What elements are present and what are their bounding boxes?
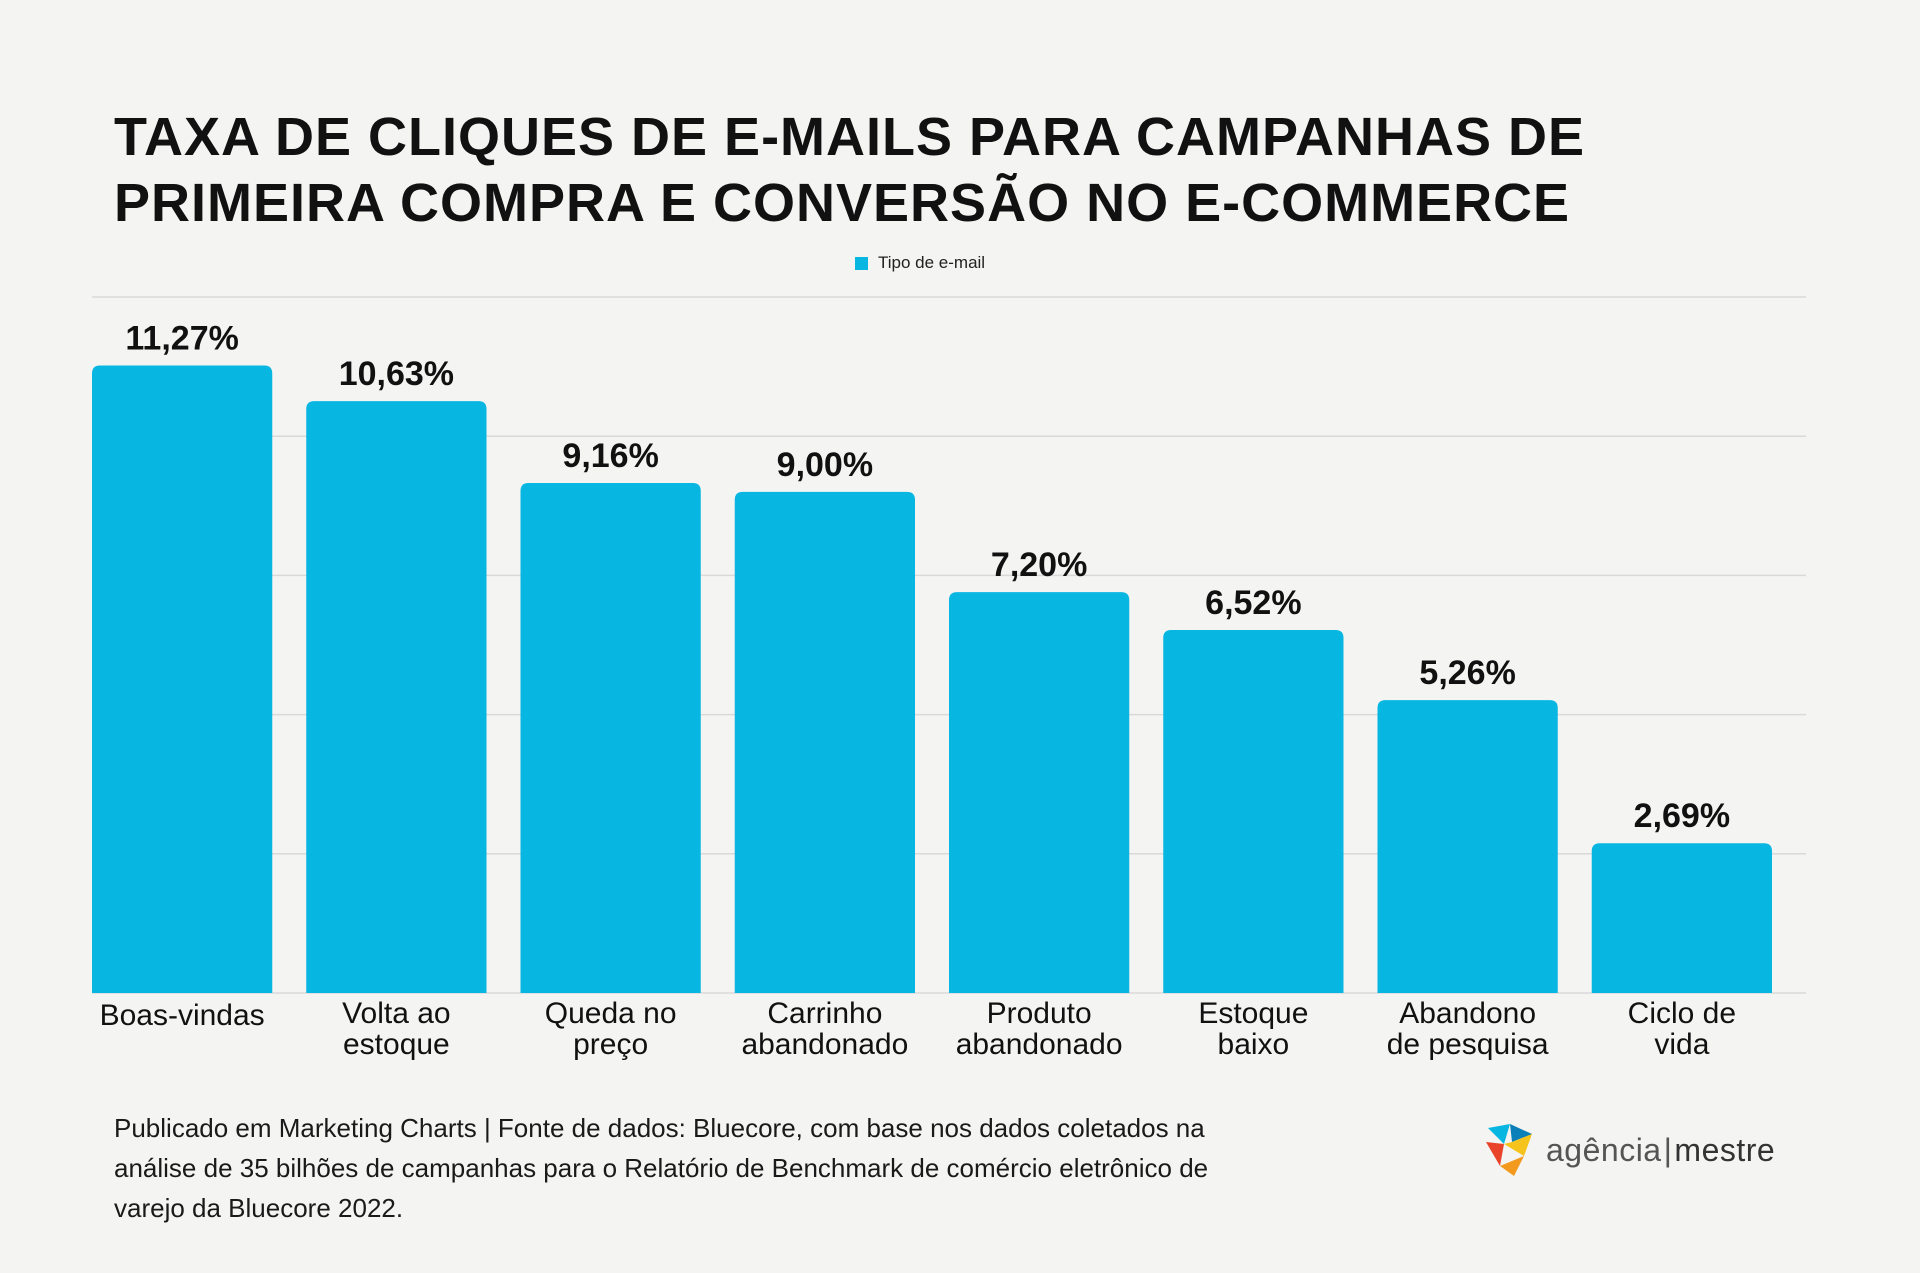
logo-text-part1: agência <box>1546 1131 1662 1168</box>
category-label: Produto <box>987 997 1092 1030</box>
bar-value-label: 6,52% <box>1205 584 1301 622</box>
brand-logo: agência|mestre <box>1484 1122 1775 1178</box>
bar <box>1591 843 1772 993</box>
title-line-1: TAXA DE CLIQUES DE E-MAILS PARA CAMPANHA… <box>114 107 1586 167</box>
category-label: estoque <box>343 1028 450 1061</box>
footer-line-1: Publicado em Marketing Charts | Fonte de… <box>114 1113 1205 1143</box>
bar <box>92 365 273 993</box>
footer-source: Publicado em Marketing Charts | Fonte de… <box>114 1108 1434 1228</box>
legend-label: Tipo de e-mail <box>878 253 986 272</box>
bar-value-label: 10,63% <box>339 355 454 393</box>
bar <box>1163 629 1344 993</box>
bar <box>520 482 701 993</box>
bar-value-label: 9,16% <box>562 437 658 475</box>
bar <box>1377 700 1558 993</box>
bar <box>734 491 915 993</box>
category-label: Ciclo de <box>1628 997 1736 1030</box>
category-label: Queda no <box>545 997 677 1030</box>
bar <box>306 401 487 994</box>
footer-line-3: varejo da Bluecore 2022. <box>114 1193 404 1223</box>
logo-text: agência|mestre <box>1546 1132 1775 1169</box>
category-label: baixo <box>1218 1028 1290 1061</box>
category-label: abandonado <box>956 1028 1123 1061</box>
bar-value-label: 5,26% <box>1419 654 1515 692</box>
bar <box>949 592 1130 993</box>
logo-separator: | <box>1663 1131 1673 1168</box>
category-label: de pesquisa <box>1387 1028 1549 1061</box>
logo-text-part2: mestre <box>1674 1131 1776 1168</box>
chart-title: TAXA DE CLIQUES DE E-MAILS PARA CAMPANHA… <box>114 104 1814 236</box>
category-label: Estoque <box>1198 997 1308 1030</box>
category-label: Volta ao <box>342 997 450 1030</box>
category-label: abandonado <box>741 1028 908 1061</box>
title-line-2: PRIMEIRA COMPRA E CONVERSÃO NO E-COMMERC… <box>114 173 1571 233</box>
category-label: Carrinho <box>767 997 882 1030</box>
legend-swatch <box>855 256 868 270</box>
logo-mark-icon <box>1486 1124 1532 1176</box>
category-label: preço <box>573 1028 648 1061</box>
bar-value-label: 11,27% <box>125 319 238 357</box>
bar-value-label: 7,20% <box>991 546 1087 584</box>
category-label: Boas-vindas <box>100 999 265 1032</box>
footer-line-2: análise de 35 bilhões de campanhas para … <box>114 1153 1209 1183</box>
category-label: vida <box>1654 1028 1709 1061</box>
bar-value-label: 2,69% <box>1634 797 1730 835</box>
legend: Tipo de e-mail <box>855 253 985 273</box>
category-label: Abandono <box>1399 997 1536 1030</box>
bar-value-label: 9,00% <box>777 446 873 484</box>
